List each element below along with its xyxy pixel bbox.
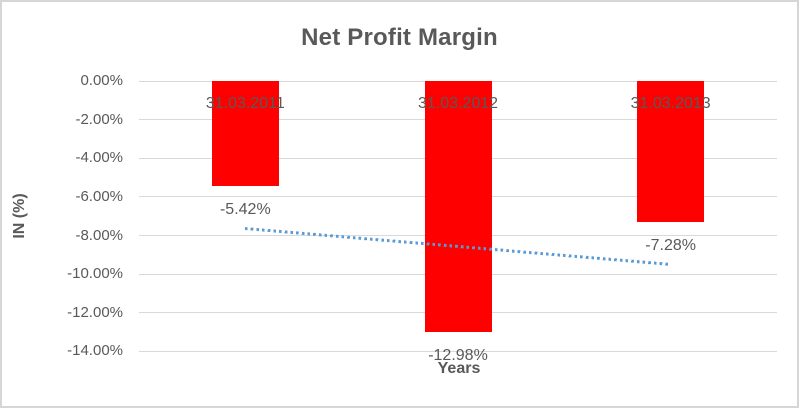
y-tick-label: -4.00% xyxy=(75,149,123,167)
bar-31.03.2012 xyxy=(424,81,492,332)
y-tick-label: -2.00% xyxy=(75,110,123,128)
bar-31.03.2011 xyxy=(211,81,279,186)
data-label: -5.42% xyxy=(219,200,271,218)
y-tick-label: -14.00% xyxy=(67,342,123,360)
y-tick-label: 0.00% xyxy=(80,72,123,89)
category-label: 31.03.2012 xyxy=(417,95,499,112)
y-tick-label: -8.00% xyxy=(75,226,123,244)
y-tick-label: -12.00% xyxy=(67,303,123,321)
data-label: -12.98% xyxy=(428,346,488,364)
bar-31.03.2013 xyxy=(637,81,705,222)
gridline xyxy=(139,350,777,352)
category-label: 31.03.2011 xyxy=(205,95,285,112)
chart-title: Net Profit Margin xyxy=(301,24,498,51)
data-label: -7.28% xyxy=(645,236,696,254)
y-tick-label: -10.00% xyxy=(67,265,123,283)
x-axis-title: Years xyxy=(437,360,481,377)
y-tick-label: -6.00% xyxy=(75,187,123,205)
category-label: 31.03.2013 xyxy=(630,95,711,112)
